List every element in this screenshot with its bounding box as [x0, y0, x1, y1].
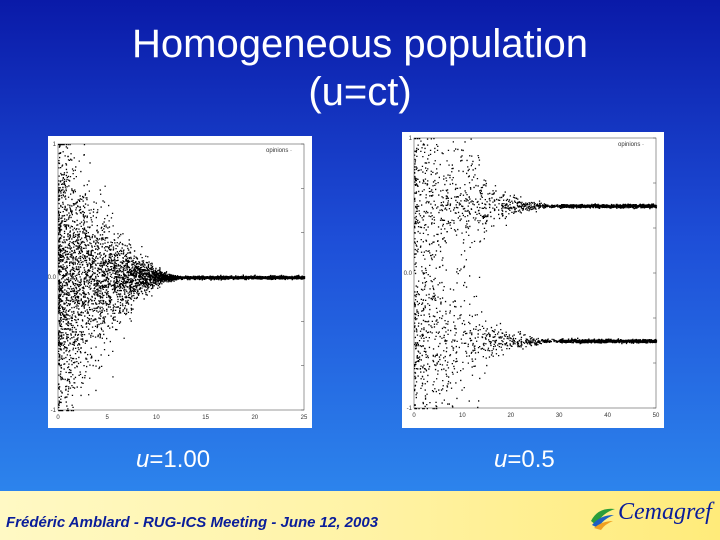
y-tick-label: 0.0 — [48, 275, 57, 281]
scatter-plot-u05-svg: 0 10 20 30 40 50 -1 0.0 1 opinions · — [404, 136, 660, 419]
caption-u05: u=0.5 — [494, 446, 555, 474]
title-line-1: Homogeneous population — [132, 22, 588, 66]
legend-label: opinions · — [266, 148, 292, 154]
x-tick-label: 0 — [412, 413, 416, 419]
scatter-plot-u1-svg: 0 5 10 15 20 25 -1 0.0 1 opinions · — [48, 142, 308, 421]
plot-frame — [413, 137, 657, 409]
slide-title: Homogeneous population (u=ct) — [0, 20, 720, 116]
x-tick-label: 5 — [106, 415, 110, 421]
x-tick-label: 10 — [459, 413, 466, 419]
x-tick-label: 15 — [202, 415, 209, 421]
caption-u05-value: =0.5 — [507, 446, 555, 473]
y-tick-label: 0.0 — [404, 271, 413, 277]
caption-u1-var: u — [136, 446, 150, 473]
logo-wordmark: Cemagref — [618, 499, 712, 525]
x-tick-label: 40 — [604, 413, 611, 419]
y-tick-label: -1 — [51, 408, 57, 414]
x-tick-label: 20 — [507, 413, 514, 419]
x-tick-label: 0 — [56, 415, 60, 421]
x-tick-label: 20 — [251, 415, 258, 421]
title-line-2: (u=ct) — [308, 70, 412, 114]
opinion-points — [58, 144, 306, 412]
footer-bar: Frédéric Amblard - RUG-ICS Meeting - Jun… — [0, 491, 720, 540]
footer-credit: Frédéric Amblard - RUG-ICS Meeting - Jun… — [6, 514, 379, 531]
y-tick-label: 1 — [53, 142, 57, 148]
x-tick-label: 50 — [653, 413, 660, 419]
opinion-points — [414, 138, 658, 410]
caption-u1-value: =1.00 — [149, 446, 211, 473]
cemagref-logo: Cemagref — [588, 497, 716, 535]
y-tick-label: -1 — [407, 406, 413, 412]
scatter-plot-u05: 0 10 20 30 40 50 -1 0.0 1 opinions · — [402, 132, 664, 428]
x-tick-label: 10 — [153, 415, 160, 421]
y-tick-label: 1 — [409, 136, 413, 142]
x-tick-label: 30 — [556, 413, 563, 419]
caption-u05-var: u — [494, 446, 508, 473]
scatter-plot-u1: 0 5 10 15 20 25 -1 0.0 1 opinions · — [48, 136, 312, 428]
cemagref-logo-icon — [591, 508, 615, 530]
legend-label: opinions · — [618, 142, 644, 148]
x-tick-label: 25 — [301, 415, 308, 421]
caption-u1: u=1.00 — [136, 446, 210, 474]
